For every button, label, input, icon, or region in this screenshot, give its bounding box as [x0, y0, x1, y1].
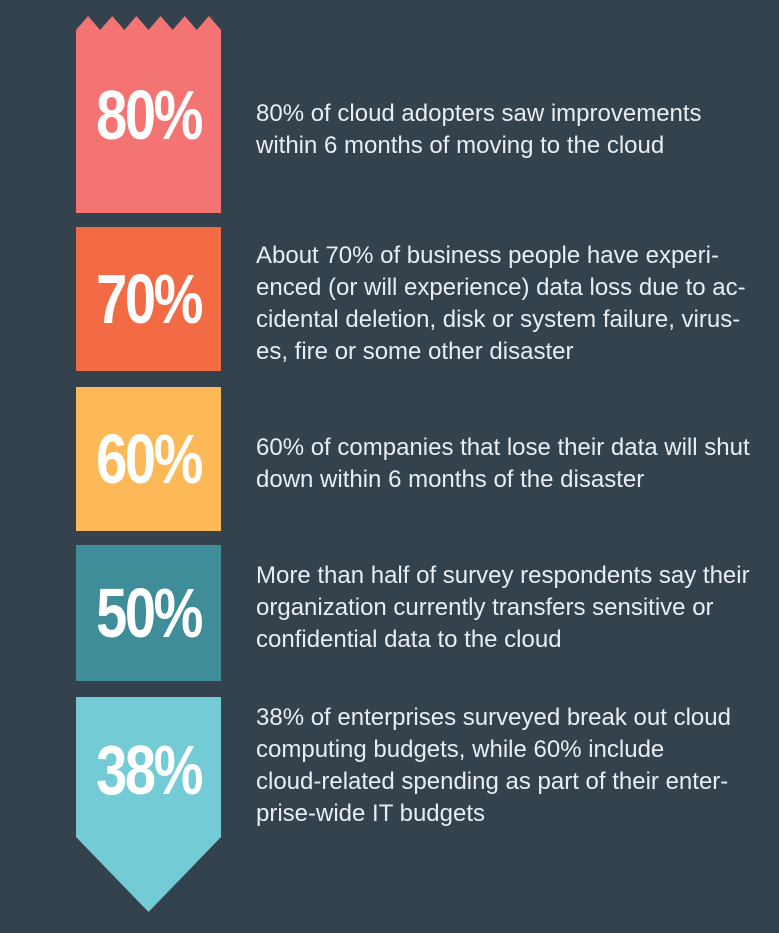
zigzag-banner-shape	[76, 16, 221, 213]
stat-description-80: 80% of cloud adopters saw improvements w…	[256, 98, 761, 162]
description-line: within 6 months of moving to the cloud	[256, 132, 665, 159]
description-line: organization currently transfers sensiti…	[256, 594, 714, 621]
description-line: cidental deletion, disk or system failur…	[256, 306, 741, 333]
description-line: confidential data to the cloud	[256, 626, 562, 653]
stat-block-50-fill	[76, 545, 221, 681]
stat-block-80: 80%	[76, 16, 221, 213]
description-line: es, fire or some other disaster	[256, 338, 574, 365]
description-line: 80% of cloud adopters saw improvements	[256, 100, 702, 127]
stat-value: 50%	[96, 574, 203, 652]
stat-value: 38%	[96, 731, 203, 809]
stat-description-60: 60% of companies that lose their data wi…	[256, 432, 761, 496]
stat-value: 60%	[96, 420, 203, 498]
stat-value: 70%	[96, 260, 203, 338]
stat-description-70: About 70% of business people have experi…	[256, 240, 761, 368]
stat-block-80-fill	[76, 16, 221, 213]
rect-shape	[76, 227, 221, 371]
rect-shape	[76, 387, 221, 531]
stat-block-50: 50%	[76, 545, 221, 681]
arrow-down-shape	[76, 697, 221, 912]
stat-block-60: 60%	[76, 387, 221, 531]
description-line: 60% of companies that lose their data wi…	[256, 434, 750, 461]
description-line: More than half of survey respondents say…	[256, 562, 750, 589]
description-line: prise-wide IT budgets	[256, 800, 486, 827]
description-line: About 70% of business people have experi…	[256, 242, 719, 269]
description-line: enced (or will experience) data loss due…	[256, 274, 746, 301]
stat-block-70: 70%	[76, 227, 221, 371]
stat-block-38: 38%	[76, 697, 221, 912]
stat-value: 80%	[96, 75, 203, 154]
stat-block-38-fill	[76, 697, 221, 912]
stat-block-70-fill	[76, 227, 221, 371]
description-line: computing budgets, while 60% include	[256, 736, 665, 763]
stat-block-60-fill	[76, 387, 221, 531]
description-line: down within 6 months of the disaster	[256, 466, 645, 493]
description-line: 38% of enterprises surveyed break out cl…	[256, 704, 731, 731]
description-line: cloud-related spending as part of their …	[256, 768, 729, 795]
rect-shape	[76, 545, 221, 681]
stat-description-38: 38% of enterprises surveyed break out cl…	[256, 702, 761, 830]
stat-description-50: More than half of survey respondents say…	[256, 560, 761, 656]
